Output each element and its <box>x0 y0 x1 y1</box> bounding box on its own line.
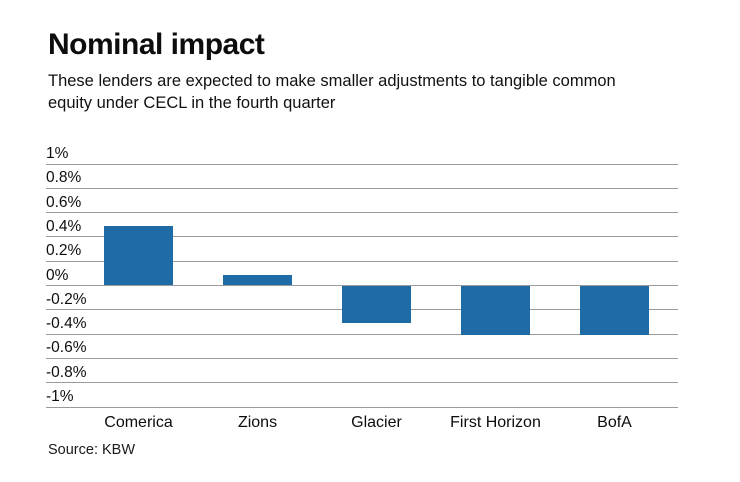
x-category-label: First Horizon <box>450 414 541 431</box>
y-tick-label: -0.6% <box>46 339 87 357</box>
plot-area: 1% 0.8% 0.6% 0.4% 0.2% 0% -0.2% -0.4% -0.6% -0.8%… <box>46 145 678 408</box>
y-tick-label: 0.8% <box>46 169 82 187</box>
source-note: Source: KBW <box>48 442 136 458</box>
bar-first-horizon <box>461 285 530 336</box>
bar-bofa <box>580 285 649 336</box>
y-tick-label: 0% <box>46 266 69 284</box>
y-tick-label: 1% <box>46 145 69 162</box>
bar-zions <box>223 274 292 286</box>
gridline <box>46 357 678 359</box>
y-tick-label: 0.4% <box>46 217 82 235</box>
gridline <box>46 212 678 214</box>
bar-comerica <box>104 225 173 286</box>
gridline <box>46 382 678 384</box>
y-tick-label: -0.2% <box>46 290 87 308</box>
x-axis-labels: Comerica Zions Glacier First Horizon BofA <box>79 412 674 434</box>
gridline <box>46 187 678 189</box>
gridline <box>46 260 678 262</box>
chart-subtitle: These lenders are expected to make small… <box>48 72 616 112</box>
x-category-label: Comerica <box>104 414 173 431</box>
y-tick-label: -0.8% <box>46 363 87 381</box>
x-category-label: BofA <box>597 414 632 431</box>
gridline <box>46 163 678 165</box>
y-tick-label: -0.4% <box>46 315 87 333</box>
gridline <box>46 236 678 238</box>
y-tick-label: 0.2% <box>46 242 82 260</box>
gridline <box>46 406 678 408</box>
x-category-label: Zions <box>237 414 278 431</box>
bar-glacier <box>342 285 411 324</box>
x-category-label: Glacier <box>351 414 402 431</box>
chart-title: Nominal impact <box>48 28 265 61</box>
y-tick-label: 0.6% <box>46 193 82 211</box>
y-tick-label: -1% <box>46 388 74 405</box>
gridline <box>46 333 678 335</box>
